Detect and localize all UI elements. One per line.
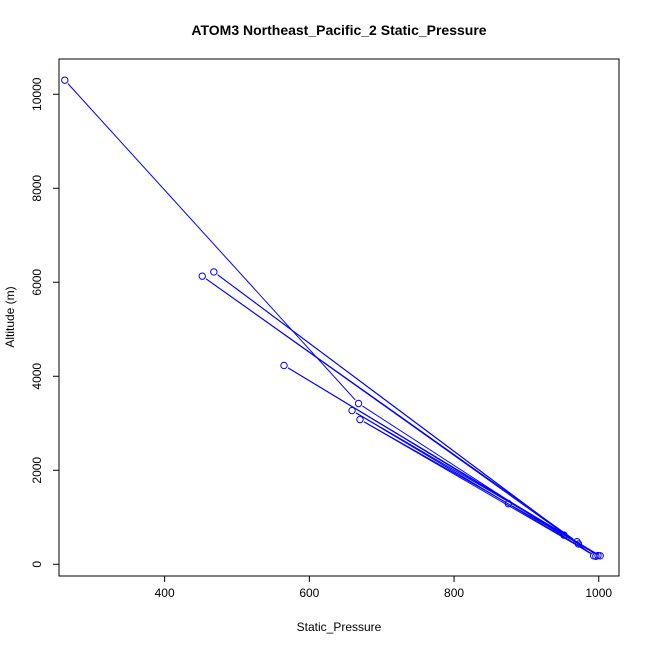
data-point <box>61 76 69 84</box>
plot-frame <box>58 58 620 577</box>
series-segment <box>287 367 561 534</box>
y-tick-label: 8000 <box>30 175 44 202</box>
data-point <box>504 499 513 508</box>
data-point <box>573 537 581 546</box>
y-tick-label: 0 <box>30 561 44 568</box>
series-layer <box>61 76 604 560</box>
series-segment <box>217 274 576 542</box>
series-segment <box>67 83 356 401</box>
data-point <box>210 268 218 276</box>
series-segment <box>355 412 593 555</box>
y-tick-label: 10000 <box>30 77 44 111</box>
y-axis: 0 2000 4000 6000 8000 10000 <box>30 77 59 568</box>
x-axis-label: Static_Pressure <box>297 620 382 634</box>
data-point <box>198 272 206 280</box>
chart-title: ATOM3 Northeast_Pacific_2 Static_Pressur… <box>191 22 486 38</box>
x-tick-label: 1000 <box>585 586 612 600</box>
data-point <box>356 415 364 424</box>
y-tick-label: 4000 <box>30 363 44 390</box>
x-tick-label: 400 <box>155 586 175 600</box>
y-tick-label: 6000 <box>30 269 44 296</box>
x-tick-label: 600 <box>299 586 319 600</box>
x-tick-label: 800 <box>444 586 464 600</box>
y-tick-label: 2000 <box>30 457 44 484</box>
series-segment <box>363 421 505 502</box>
data-point <box>354 399 363 408</box>
y-axis-label: Altitude (m) <box>3 286 17 347</box>
data-point <box>348 406 356 415</box>
data-point <box>560 531 568 539</box>
data-point <box>280 361 288 370</box>
x-axis: 400 600 800 1000 <box>155 576 612 600</box>
data-point <box>594 551 602 560</box>
series-segment <box>205 278 574 540</box>
